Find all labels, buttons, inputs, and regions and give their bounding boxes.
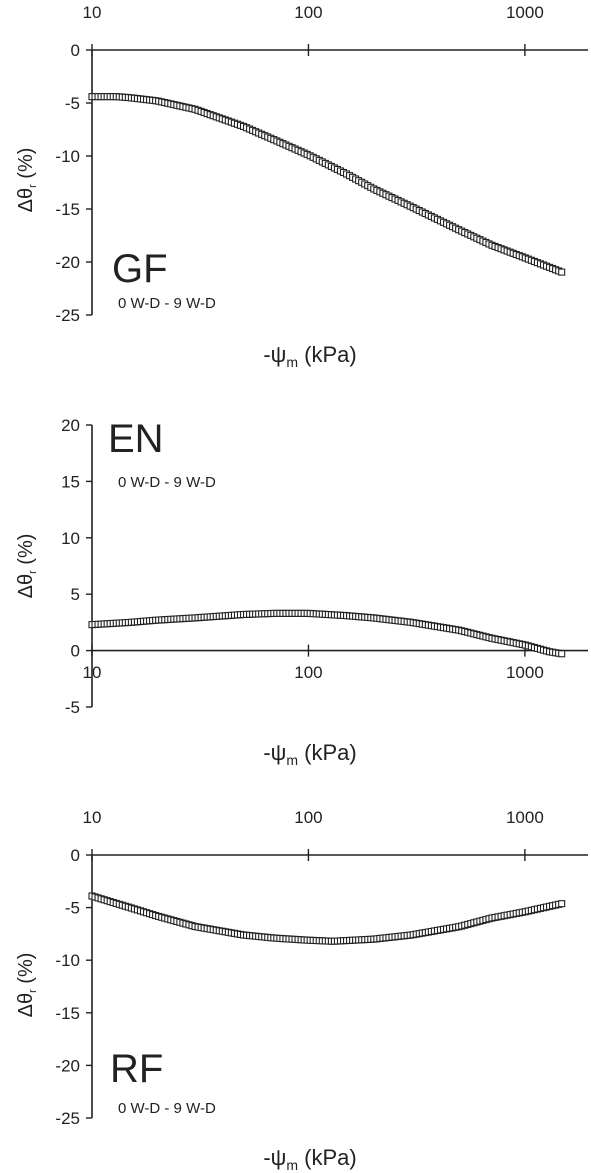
y-axis-label: Δθr (%)	[15, 534, 39, 599]
y-tick-label: -20	[55, 253, 80, 272]
y-axis-label: Δθr (%)	[15, 953, 39, 1018]
x-tick-label: 10	[83, 808, 102, 827]
y-tick-label: -5	[65, 94, 80, 113]
x-axis-label: -ψm (kPa)	[263, 740, 356, 768]
y-tick-label: -15	[55, 200, 80, 219]
period-annotation: 0 W-D - 9 W-D	[118, 295, 216, 312]
x-tick-label: 1000	[506, 663, 544, 682]
y-tick-label: 15	[61, 472, 80, 491]
x-tick-label: 100	[294, 3, 322, 22]
x-tick-label: 10	[83, 3, 102, 22]
y-tick-label: -5	[65, 899, 80, 918]
chart-panel-gf: 10 100 1000 0 -5 -10 -15 -20 -25 GF 0 W-D - 9 W-D Δ…	[15, 3, 588, 370]
x-axis-label: -ψm (kPa)	[263, 1145, 356, 1173]
data-series	[88, 609, 566, 658]
y-tick-label: -25	[55, 1109, 80, 1128]
panel-title: RF	[110, 1047, 163, 1091]
x-tick-label: 1000	[506, 808, 544, 827]
y-tick-label: -15	[55, 1004, 80, 1023]
y-tick-label: 5	[71, 585, 80, 604]
y-tick-label: -5	[65, 698, 80, 717]
data-point	[558, 268, 566, 276]
x-axis-label: -ψm (kPa)	[263, 342, 356, 370]
chart-panel-rf: 10 100 1000 0 -5 -10 -15 -20 -25 RF 0 W-D - 9 W-D Δ…	[15, 808, 588, 1173]
data-point	[558, 900, 566, 908]
panel-title: EN	[108, 417, 164, 461]
x-tick-label: 100	[294, 663, 322, 682]
y-tick-label: 0	[71, 846, 80, 865]
data-series	[88, 93, 566, 276]
y-tick-label: -25	[55, 306, 80, 325]
x-tick-label: 10	[83, 663, 102, 682]
y-tick-label: 0	[71, 642, 80, 661]
y-axis-label: Δθr (%)	[15, 148, 39, 213]
y-tick-label: 10	[61, 529, 80, 548]
data-series	[88, 892, 566, 945]
period-annotation: 0 W-D - 9 W-D	[118, 1100, 216, 1117]
x-tick-label: 1000	[506, 3, 544, 22]
y-tick-label: -20	[55, 1056, 80, 1075]
period-annotation: 0 W-D - 9 W-D	[118, 474, 216, 491]
panel-title: GF	[112, 247, 168, 291]
x-tick-label: 100	[294, 808, 322, 827]
chart-panel-en: 10 100 1000 20 15 10 5 0 -5 EN 0 W-D - 9 W-D Δθr (%…	[15, 416, 588, 768]
y-tick-label: 0	[71, 41, 80, 60]
y-tick-label: -10	[55, 147, 80, 166]
data-point	[558, 650, 566, 658]
y-tick-label: -10	[55, 951, 80, 970]
y-tick-label: 20	[61, 416, 80, 435]
